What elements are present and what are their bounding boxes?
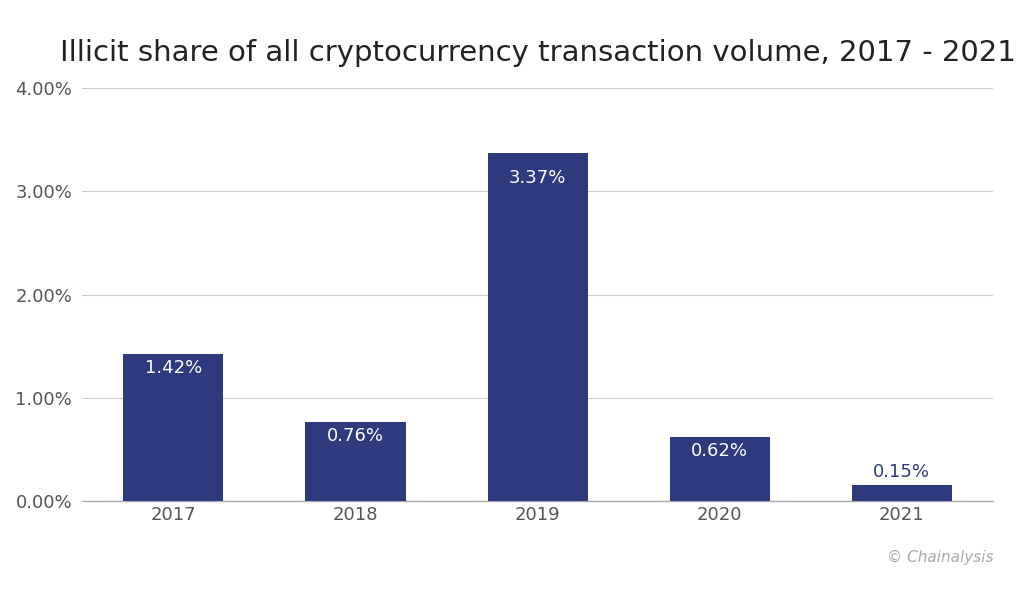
Bar [670,437,770,501]
Bar [305,422,406,501]
Text: © Chainalysis: © Chainalysis [887,551,993,565]
Bar [852,485,952,501]
Text: 0.15%: 0.15% [873,463,930,481]
Text: 3.37%: 3.37% [509,168,566,187]
Bar [487,153,588,501]
Title: Illicit share of all cryptocurrency transaction volume, 2017 - 2021: Illicit share of all cryptocurrency tran… [59,38,1016,67]
Bar [123,355,223,501]
Text: 0.62%: 0.62% [691,442,749,460]
Text: 0.76%: 0.76% [327,428,384,445]
Text: 1.42%: 1.42% [144,359,202,378]
